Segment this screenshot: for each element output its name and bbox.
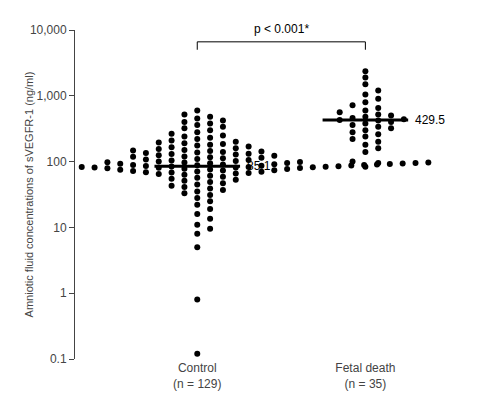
svg-text:10: 10 bbox=[53, 221, 67, 235]
svg-text:0.1: 0.1 bbox=[50, 352, 67, 366]
svg-text:85.1: 85.1 bbox=[247, 159, 271, 173]
svg-text:Amniotic fluid concentrations: Amniotic fluid concentrations of sVEGFR-… bbox=[23, 72, 35, 318]
svg-text:100: 100 bbox=[47, 155, 67, 169]
svg-text:1: 1 bbox=[60, 286, 67, 300]
svg-text:10,000: 10,000 bbox=[30, 23, 67, 37]
svg-text:1,000: 1,000 bbox=[37, 89, 67, 103]
svg-text:p < 0.001*: p < 0.001* bbox=[254, 22, 309, 36]
svg-text:Control(n = 129): Control(n = 129) bbox=[173, 361, 221, 391]
svg-text:Fetal death(n = 35): Fetal death(n = 35) bbox=[335, 361, 395, 391]
svg-text:429.5: 429.5 bbox=[415, 113, 445, 127]
